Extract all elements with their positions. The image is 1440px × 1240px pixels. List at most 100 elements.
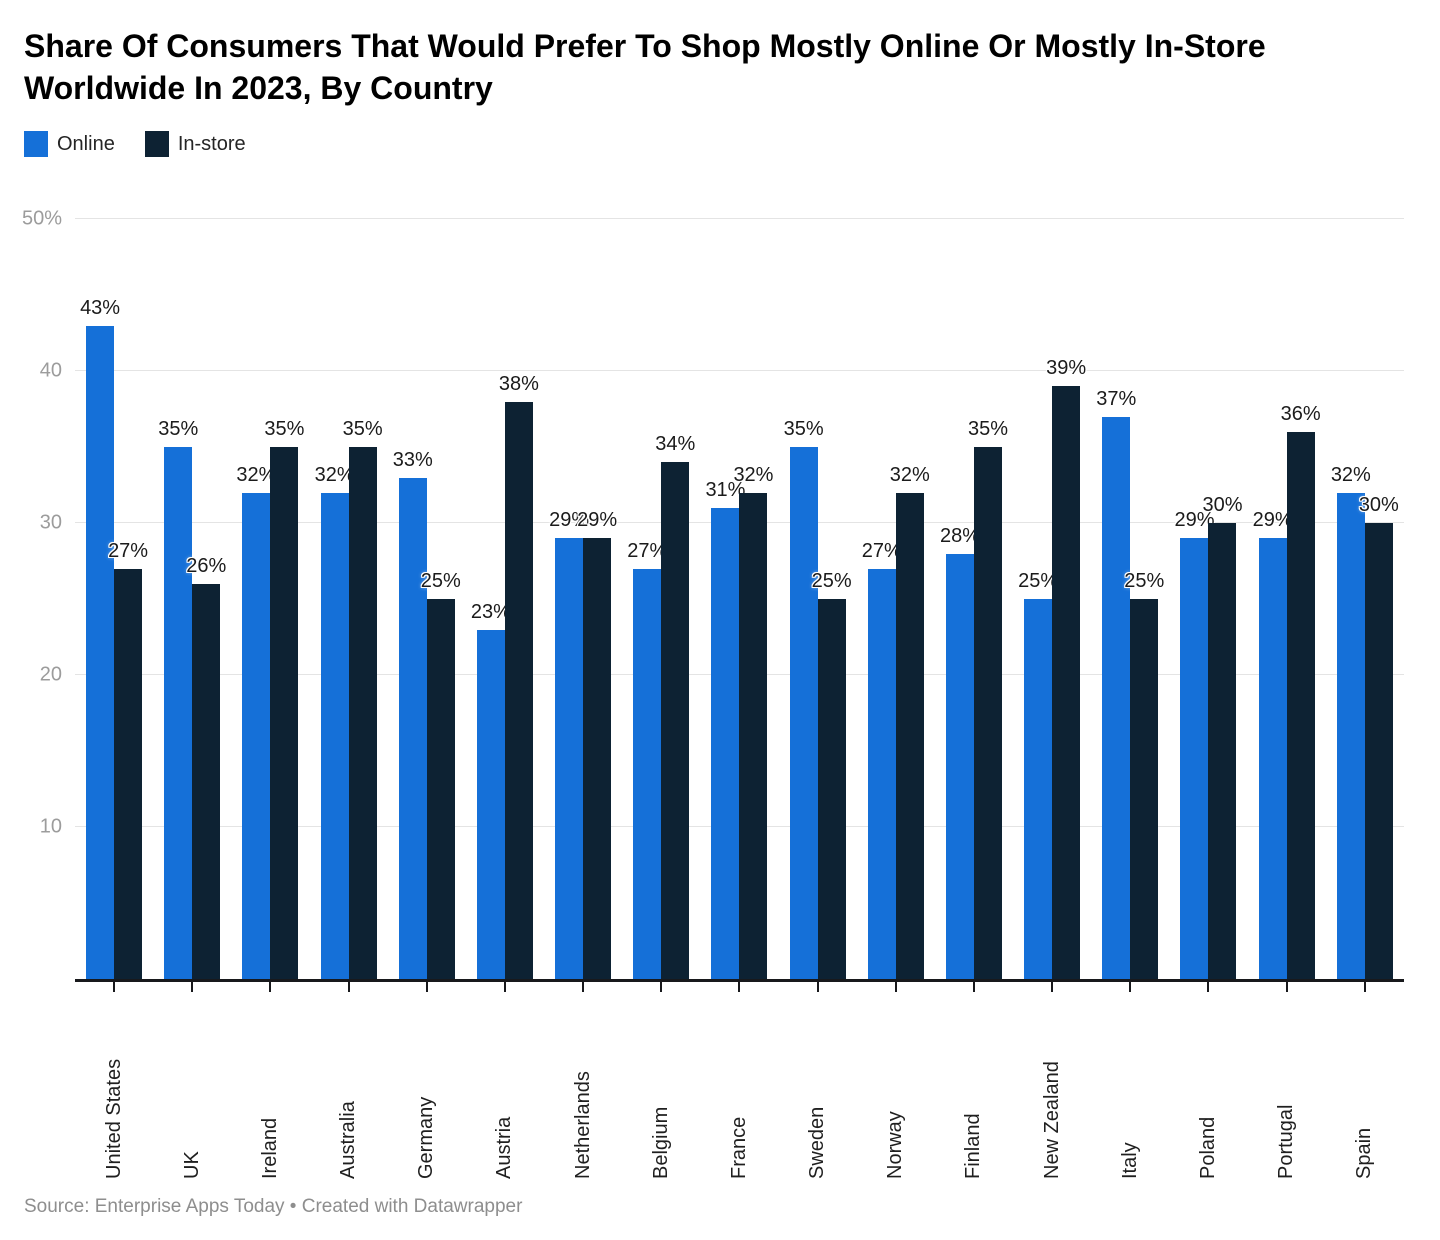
bar-online: 32% — [1331, 464, 1371, 980]
bar-in-store: 35% — [343, 418, 383, 980]
x-tick-mark — [191, 982, 194, 993]
x-tick-mark — [269, 982, 272, 993]
bar-online: 29% — [1174, 509, 1215, 980]
x-label-box: Australia — [337, 1001, 360, 1179]
y-tick-label-50: 50% — [21, 207, 62, 230]
legend-item-in-store: In-store — [144, 131, 246, 158]
bar-online: 32% — [315, 464, 355, 980]
bar-group-finland: 28% 35% — [935, 219, 1013, 980]
legend-label: Online — [57, 132, 115, 155]
bar-online: 32% — [236, 464, 276, 980]
x-axis-label-united-states: United States — [102, 1059, 125, 1180]
bar-online: 35% — [784, 418, 824, 980]
y-tick-label-30: 30 — [39, 511, 62, 534]
x-tick-mark — [1051, 982, 1054, 993]
gridline-40 — [75, 370, 1404, 372]
bar-in-store: 39% — [1046, 357, 1086, 980]
legend-item-online: Online — [24, 131, 115, 158]
bar-value-label: 29% — [1174, 509, 1215, 532]
bar-group-norway: 27% 32% — [857, 219, 935, 980]
x-axis-label-austria: Austria — [493, 1116, 516, 1180]
bar-value-label: 27% — [108, 539, 149, 562]
x-label-box: Norway — [884, 1001, 907, 1179]
bar-value-label: 34% — [655, 433, 696, 456]
x-tick-mark — [1207, 982, 1210, 993]
bar-value-label: 29% — [1252, 509, 1293, 532]
source-attribution: Source: Enterprise Apps Today • Created … — [24, 1196, 523, 1217]
x-label-box: New Zealand — [1041, 1001, 1064, 1179]
x-label-box: Ireland — [259, 1001, 282, 1179]
bar-value-label: 29% — [577, 509, 618, 532]
bar-value-label: 32% — [733, 463, 774, 486]
x-label-box: Belgium — [650, 1001, 673, 1179]
bar-group-netherlands: 29% 29% — [544, 219, 622, 980]
bar-value-label: 25% — [1018, 570, 1059, 593]
x-axis-cell: Spain — [1326, 982, 1404, 1179]
x-label-box: Portugal — [1275, 1001, 1298, 1180]
bar-value-label: 32% — [889, 463, 930, 486]
x-axis-label-norway: Norway — [884, 1111, 907, 1180]
x-axis-label-belgium: Belgium — [649, 1106, 672, 1180]
x-axis-label-uk: UK — [180, 1151, 203, 1180]
bar-in-store: 25% — [421, 570, 461, 980]
bar-value-label: 30% — [1202, 494, 1243, 517]
x-axis-cell: Sweden — [779, 982, 857, 1179]
x-axis-label-germany: Germany — [415, 1096, 438, 1180]
bar-in-store: 30% — [1202, 494, 1243, 980]
legend-swatch-icon — [24, 131, 48, 158]
x-label-box: Sweden — [806, 1001, 829, 1179]
x-axis-label-netherlands: Netherlands — [571, 1071, 594, 1180]
plot-area: 50% 40 30 20 10 43% 27% 35% 26% 32% 35% 32% 35% 33% 2… — [22, 208, 1404, 983]
x-label-box: Germany — [415, 1001, 438, 1179]
x-axis-cell: Belgium — [622, 982, 700, 1179]
bar-value-label: 43% — [80, 296, 121, 319]
bar-value-label: 31% — [705, 479, 746, 501]
bar-group-uk: 35% 26% — [153, 219, 231, 980]
bar-value-label: 32% — [314, 463, 355, 486]
y-tick-label-20: 20 — [39, 663, 62, 686]
bar-in-store: 32% — [890, 464, 930, 980]
bar-value-label: 27% — [627, 539, 668, 562]
bar-value-label: 28% — [939, 524, 980, 547]
x-axis-cell: Italy — [1091, 982, 1169, 1179]
bar-group-france: 31% 32% — [700, 219, 778, 980]
bars-row: 43% 27% 35% 26% 32% 35% 32% 35% 33% 25% 23% 38% 29% 2… — [75, 219, 1404, 980]
x-tick-mark — [660, 982, 663, 993]
bar-online: 29% — [1253, 509, 1293, 980]
x-axis-cell: New Zealand — [1013, 982, 1091, 1179]
x-label-box: UK — [181, 1001, 204, 1179]
bar-group-belgium: 27% 34% — [622, 219, 700, 980]
bar-in-store: 29% — [577, 509, 617, 980]
x-label-box: France — [728, 1001, 751, 1179]
x-axis-cell: Finland — [935, 982, 1013, 1179]
x-tick-mark — [425, 982, 428, 993]
x-label-box: Netherlands — [572, 1001, 595, 1179]
bar-value-label: 25% — [420, 570, 461, 593]
bar-value-label: 25% — [811, 570, 852, 593]
x-axis-cell: UK — [153, 982, 231, 1179]
x-label-box: United States — [103, 1001, 126, 1179]
x-axis-label-sweden: Sweden — [806, 1106, 829, 1180]
bar-chart: 50% 40 30 20 10 43% 27% 35% 26% 32% 35% 32% 35% 33% 2… — [22, 208, 1404, 1180]
bar-value-label: 35% — [264, 418, 305, 441]
x-axis-cell: Germany — [388, 982, 466, 1179]
bar-in-store: 25% — [812, 570, 852, 980]
bar-in-store: 36% — [1281, 403, 1321, 980]
bar-group-australia: 32% 35% — [310, 219, 388, 980]
bar-group-sweden: 35% 25% — [779, 219, 857, 980]
x-axis-cell: France — [700, 982, 778, 1179]
bar-online: 27% — [627, 540, 667, 980]
x-axis-cell: Ireland — [231, 982, 309, 1179]
bar-group-portugal: 29% 36% — [1248, 219, 1326, 980]
x-axis-label-portugal: Portugal — [1275, 1104, 1298, 1180]
x-tick-mark — [1285, 982, 1288, 993]
y-tick-label-40: 40 — [39, 359, 62, 382]
bar-online: 28% — [940, 525, 980, 980]
bar-online: 27% — [862, 540, 902, 980]
bar-in-store: 38% — [499, 373, 539, 980]
x-label-box: Italy — [1119, 1001, 1142, 1180]
legend: Online In-store — [24, 131, 1416, 158]
bar-value-label: 33% — [392, 448, 433, 471]
bar-in-store: 35% — [968, 418, 1008, 980]
